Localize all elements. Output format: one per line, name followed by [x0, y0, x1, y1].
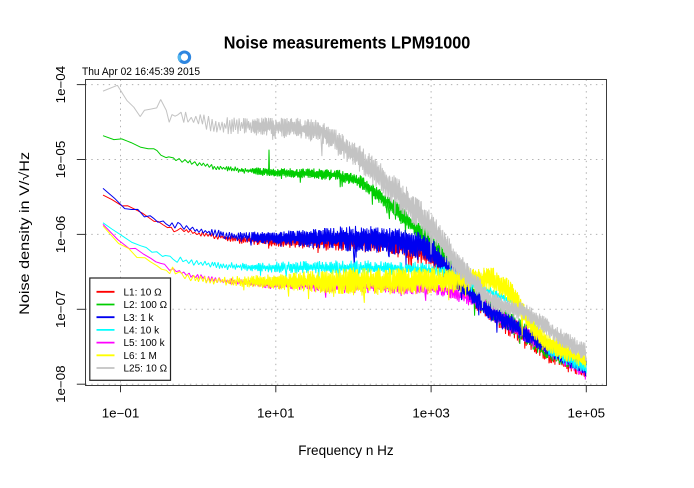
- svg-text:L6: 1 M: L6: 1 M: [124, 351, 157, 362]
- svg-text:L5: 100 k: L5: 100 k: [124, 338, 166, 349]
- svg-text:1e−07: 1e−07: [54, 291, 68, 329]
- svg-text:1e+01: 1e+01: [257, 407, 295, 421]
- svg-text:L2: 100 Ω: L2: 100 Ω: [124, 300, 168, 311]
- svg-text:1e+03: 1e+03: [412, 407, 450, 421]
- svg-text:L3: 1 k: L3: 1 k: [124, 313, 155, 324]
- svg-text:1e+05: 1e+05: [568, 407, 606, 421]
- svg-text:L1: 10 Ω: L1: 10 Ω: [124, 287, 163, 298]
- svg-text:Thu Apr 02 16:45:39 2015: Thu Apr 02 16:45:39 2015: [82, 66, 200, 78]
- svg-text:1e−06: 1e−06: [54, 216, 68, 254]
- svg-text:Frequency n Hz: Frequency n Hz: [298, 443, 394, 458]
- svg-text:L25: 10 Ω: L25: 10 Ω: [124, 364, 168, 375]
- svg-text:1e−08: 1e−08: [54, 365, 68, 403]
- svg-text:Noise measurements LPM91000: Noise measurements LPM91000: [224, 33, 470, 53]
- svg-text:1e−04: 1e−04: [54, 66, 68, 104]
- svg-text:Noise density in V/√Hz: Noise density in V/√Hz: [17, 152, 32, 315]
- svg-text:1e−01: 1e−01: [102, 407, 140, 421]
- svg-text:1e−05: 1e−05: [54, 141, 68, 179]
- svg-text:L4: 10 k: L4: 10 k: [124, 326, 161, 337]
